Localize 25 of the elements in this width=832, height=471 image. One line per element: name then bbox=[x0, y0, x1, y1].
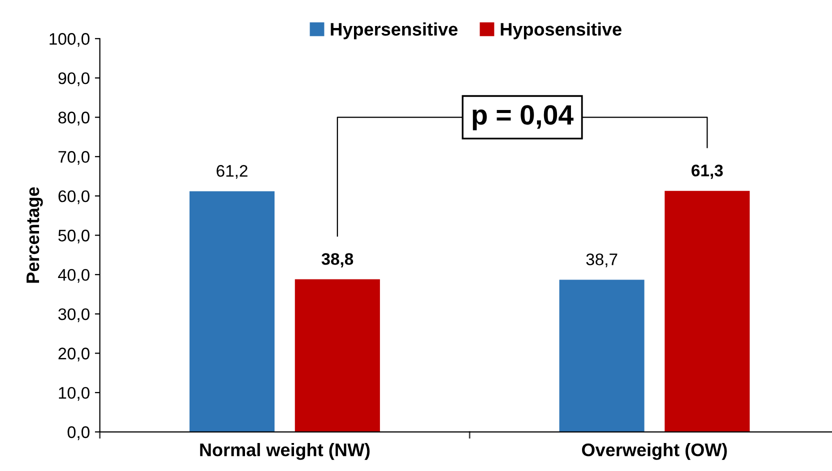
bar bbox=[190, 191, 275, 432]
data-label: 38,8 bbox=[322, 253, 354, 268]
x-tick-label: Overweight (OW) bbox=[582, 443, 727, 460]
data-label: 61,2 bbox=[216, 165, 248, 179]
data-label: 38,7 bbox=[586, 254, 618, 268]
y-tick-label: 80,0 bbox=[58, 112, 90, 126]
y-tick-label: 50,0 bbox=[58, 230, 90, 244]
x-tick-label: Normal weight (NW) bbox=[200, 443, 370, 460]
bar bbox=[664, 190, 750, 432]
y-tick-label: 10,0 bbox=[58, 386, 90, 401]
data-label: 61,3 bbox=[692, 164, 723, 179]
y-tick-label: 20,0 bbox=[58, 348, 90, 362]
annotation: p = 0,04 bbox=[472, 105, 574, 130]
y-tick-label: 30,0 bbox=[58, 308, 90, 322]
bar bbox=[559, 280, 644, 432]
y-tick-label: 100,0 bbox=[50, 33, 90, 47]
y-tick-label: 90,0 bbox=[58, 72, 90, 86]
y-tick-label: 70,0 bbox=[58, 151, 90, 165]
y-tick-label: 40,0 bbox=[58, 268, 90, 283]
y-tick-label: 0,0 bbox=[68, 426, 90, 440]
y-axis-title: Percentage bbox=[26, 187, 43, 283]
legend-label: Hypersensitive bbox=[330, 22, 458, 40]
y-tick-label: 60,0 bbox=[58, 190, 90, 204]
bar bbox=[294, 279, 380, 432]
legend-label: Hyposensitive bbox=[500, 22, 622, 40]
